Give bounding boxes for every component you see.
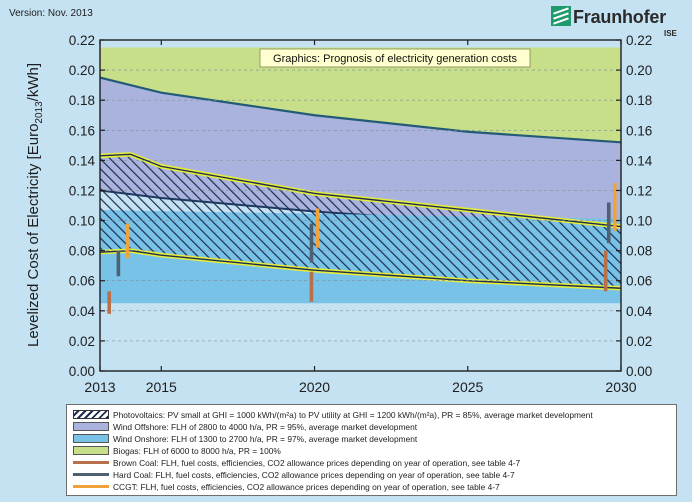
series-photovoltaics-hatched-area	[100, 154, 621, 289]
y-tick-label-left: 0.04	[69, 304, 96, 319]
y-tick-label-right: 0.08	[626, 244, 652, 259]
y-tick-label-right: 0.14	[626, 153, 653, 168]
fraunhofer-logo-icon	[551, 6, 571, 26]
legend-swatch	[73, 485, 109, 488]
y-tick-label-left: 0.02	[69, 334, 95, 349]
legend-item: CCGT: FLH, fuel costs, efficiencies, CO2…	[73, 481, 500, 492]
legend-label: CCGT: FLH, fuel costs, efficiencies, CO2…	[113, 481, 500, 492]
y-tick-label-right: 0.20	[626, 63, 652, 78]
legend-swatch	[73, 473, 109, 476]
y-tick-label-right: 0.04	[626, 304, 653, 319]
lcoe-chart: 0.00 0.00 0.02 0.02 0.04 0.04 0.06 0.06 0.08 0.08…	[25, 33, 653, 395]
x-tick-label: 2025	[452, 379, 483, 395]
legend-label: Brown Coal: FLH, fuel costs, efficiencie…	[113, 457, 521, 468]
y-tick-label-left: 0.18	[69, 93, 95, 108]
y-tick-label-right: 0.00	[626, 364, 652, 379]
legend-label: Wind Offshore: FLH of 2800 to 4000 h/a, …	[113, 421, 418, 432]
y-tick-label-right: 0.22	[626, 33, 652, 48]
y-tick-label-left: 0.08	[69, 244, 95, 259]
legend-item: Hard Coal: FLH, fuel costs, efficiencies…	[73, 469, 515, 480]
y-tick-label-right: 0.18	[626, 93, 652, 108]
legend-swatch	[73, 461, 109, 464]
logo-unit: ISE	[664, 29, 677, 38]
y-tick-label-left: 0.20	[69, 63, 95, 78]
legend-swatch	[73, 434, 109, 443]
chart-title: Graphics: Prognosis of electricity gener…	[273, 53, 517, 65]
y-axis-label: Levelized Cost of Electricity [Euro2013/…	[25, 63, 45, 347]
y-tick-label-left: 0.10	[69, 214, 95, 229]
legend-item: Wind Offshore: FLH of 2800 to 4000 h/a, …	[73, 421, 417, 432]
legend-label: Wind Onshore: FLH of 1300 to 2700 h/a, P…	[113, 433, 418, 444]
legend-item: Photovoltaics: PV small at GHI = 1000 kW…	[73, 409, 593, 420]
legend-item: Wind Onshore: FLH of 1300 to 2700 h/a, P…	[73, 433, 417, 444]
legend: Photovoltaics: PV small at GHI = 1000 kW…	[66, 404, 677, 496]
y-tick-label-right: 0.02	[626, 334, 652, 349]
y-tick-label-left: 0.00	[69, 364, 95, 379]
x-tick-label: 2015	[146, 379, 177, 395]
y-tick-label-left: 0.06	[69, 274, 95, 289]
legend-swatch	[73, 446, 109, 455]
legend-item: Brown Coal: FLH, fuel costs, efficiencie…	[73, 457, 520, 468]
series-photovoltaics-upper-line	[100, 153, 621, 228]
legend-swatch	[73, 422, 109, 431]
series-wind-offshore-upper-line	[100, 76, 621, 144]
y-tick-label-right: 0.10	[626, 214, 652, 229]
y-tick-label-right: 0.16	[626, 123, 652, 138]
logo-wordmark: Fraunhofer	[573, 7, 667, 27]
x-tick-label: 2013	[84, 379, 115, 395]
x-tick-label: 2020	[299, 379, 330, 395]
legend-item: Biogas: FLH of 6000 to 8000 h/a, PR = 10…	[73, 445, 281, 456]
y-tick-label-left: 0.16	[69, 123, 95, 138]
legend-label: Biogas: FLH of 6000 to 8000 h/a, PR = 10…	[113, 445, 281, 456]
legend-label: Hard Coal: FLH, fuel costs, efficiencies…	[113, 469, 515, 480]
y-tick-label-left: 0.22	[69, 33, 95, 48]
plot-frame	[99, 39, 622, 372]
x-tick-label: 2030	[605, 379, 636, 395]
legend-label: Photovoltaics: PV small at GHI = 1000 kW…	[113, 409, 593, 420]
y-tick-label-right: 0.12	[626, 183, 652, 198]
y-tick-label-right: 0.06	[626, 274, 652, 289]
version-label: Version: Nov. 2013	[9, 8, 93, 19]
y-tick-label-left: 0.12	[69, 183, 95, 198]
legend-swatch	[73, 410, 109, 419]
chart-title-box: Graphics: Prognosis of electricity gener…	[259, 48, 531, 68]
y-tick-label-left: 0.14	[69, 153, 96, 168]
